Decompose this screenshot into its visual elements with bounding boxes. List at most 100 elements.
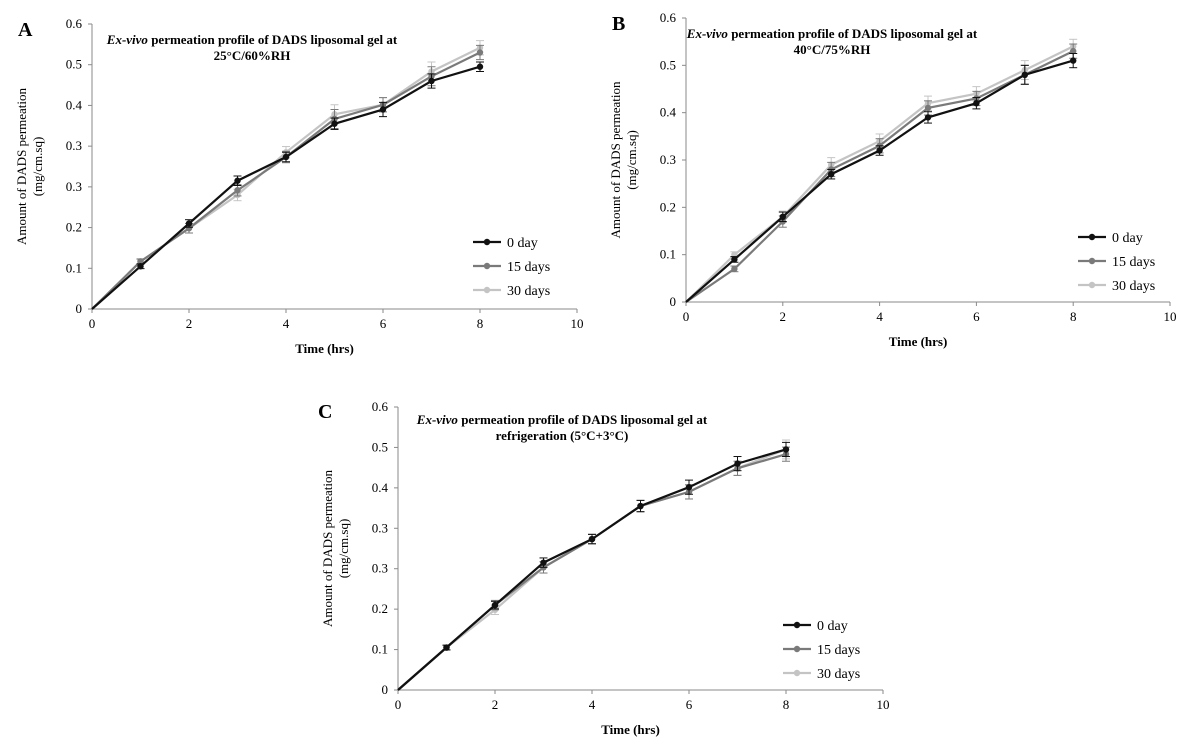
series-line: [685, 45, 1074, 303]
y-tick-label: 0.3: [66, 138, 82, 153]
y-tick-label: 0.6: [660, 10, 677, 25]
x-tick-label: 8: [783, 697, 790, 712]
y-axis-label: Amount of DADS permeation: [14, 87, 29, 245]
y-tick-label: 0.2: [66, 220, 82, 235]
y-tick-label: 0: [76, 301, 83, 316]
legend-label: 30 days: [817, 667, 860, 682]
chart-panel-b: B Ex-vivo permeation profile of DADS lipo…: [608, 10, 1177, 349]
x-axis-label: Time (hrs): [601, 722, 660, 737]
chart-title-line2: refrigeration (5°C+3°C): [496, 428, 629, 443]
data-point: [782, 446, 790, 453]
data-point: [734, 460, 741, 467]
y-tick-label: 0: [382, 682, 389, 697]
data-point: [137, 258, 144, 265]
x-tick-label: 10: [877, 697, 890, 712]
legend-marker: [793, 669, 801, 677]
chart-title: Ex-vivo permeation profile of DADS lipos…: [686, 26, 978, 41]
y-tick-label: 0.1: [66, 260, 82, 275]
chart-title-rest: permeation profile of DADS liposomal gel…: [458, 412, 708, 427]
y-tick-label: 0.1: [372, 642, 388, 657]
panel-label: C: [318, 401, 332, 423]
x-tick-label: 10: [571, 316, 584, 331]
series-0: [685, 53, 1078, 303]
data-point: [876, 147, 883, 154]
data-point: [685, 483, 693, 491]
series-line: [397, 448, 787, 691]
legend-label: 30 days: [507, 284, 550, 299]
legend-marker: [1088, 281, 1096, 289]
y-axis-label-units: (mg/cm.sq): [30, 137, 45, 197]
y-axis-label: Amount of DADS permeation: [608, 81, 623, 239]
legend: 0 day 15 days 30 days: [473, 236, 550, 299]
chart-title-italic: Ex-vivo: [416, 412, 459, 427]
chart-panel-c: C Ex-vivo permeation profile of DADS lipo…: [318, 399, 890, 737]
panel-label: B: [612, 13, 625, 35]
legend-marker: [1088, 233, 1096, 241]
series-line: [91, 51, 481, 310]
x-tick-label: 4: [876, 309, 883, 324]
series-1: [397, 446, 790, 691]
data-point: [379, 106, 387, 113]
legend-label: 30 days: [1112, 279, 1155, 294]
chart-title-italic: Ex-vivo: [686, 26, 729, 41]
data-point: [234, 177, 241, 184]
y-tick-label: 0.4: [372, 480, 389, 495]
y-axis-label-units: (mg/cm.sq): [336, 519, 351, 579]
data-point: [491, 601, 499, 609]
data-point: [828, 171, 835, 178]
data-point: [637, 502, 644, 510]
y-axis-label: Amount of DADS permeation: [320, 469, 335, 627]
data-point: [779, 213, 786, 220]
data-point: [1070, 47, 1077, 55]
legend-label: 0 day: [817, 619, 848, 634]
data-point: [924, 104, 932, 112]
data-point: [282, 153, 290, 161]
y-tick-label: 0.5: [372, 439, 388, 454]
series-line: [397, 453, 787, 691]
legend-marker: [483, 262, 491, 270]
legend-marker: [483, 286, 491, 294]
series-2: [397, 439, 790, 691]
series-line: [685, 50, 1074, 303]
y-tick-label: 0.5: [660, 57, 676, 72]
data-point: [234, 187, 241, 194]
y-tick-label: 0: [670, 294, 677, 309]
chart-title-italic: Ex-vivo: [106, 32, 149, 47]
legend-marker: [793, 645, 801, 653]
legend-label: 15 days: [1112, 255, 1155, 270]
chart-title-line2: 25°C/60%RH: [214, 48, 291, 63]
x-tick-label: 0: [683, 309, 690, 324]
y-tick-label: 0.6: [66, 16, 83, 31]
x-tick-label: 0: [395, 697, 402, 712]
data-point: [443, 644, 450, 651]
x-axis-label: Time (hrs): [295, 341, 354, 356]
x-tick-label: 8: [1070, 309, 1077, 324]
chart-panel-a: A Ex-vivo permeation profile of DADS lipo…: [14, 16, 584, 356]
y-tick-label: 0.2: [372, 601, 388, 616]
y-tick-label: 0.1: [660, 247, 676, 262]
legend-label: 15 days: [507, 260, 550, 275]
series-line: [685, 59, 1074, 303]
x-tick-label: 8: [477, 316, 484, 331]
y-tick-label: 0.6: [372, 399, 389, 414]
series-1: [685, 43, 1078, 303]
data-point: [973, 100, 980, 107]
x-tick-label: 4: [589, 697, 596, 712]
x-tick-label: 6: [973, 309, 980, 324]
legend-label: 0 day: [507, 236, 538, 251]
data-point: [331, 120, 338, 127]
data-point: [137, 263, 144, 270]
data-point: [924, 114, 932, 121]
data-point: [1021, 71, 1028, 79]
panel-label: A: [18, 19, 33, 41]
chart-title-rest: permeation profile of DADS liposomal gel…: [148, 32, 398, 47]
data-point: [540, 559, 547, 566]
y-tick-label: 0.4: [660, 105, 677, 120]
x-axis-label: Time (hrs): [889, 334, 948, 349]
data-point: [476, 63, 484, 70]
y-axis-label-units: (mg/cm.sq): [624, 130, 639, 190]
y-tick-label: 0.3: [660, 152, 676, 167]
series-0: [397, 441, 790, 691]
data-point: [1070, 57, 1077, 64]
